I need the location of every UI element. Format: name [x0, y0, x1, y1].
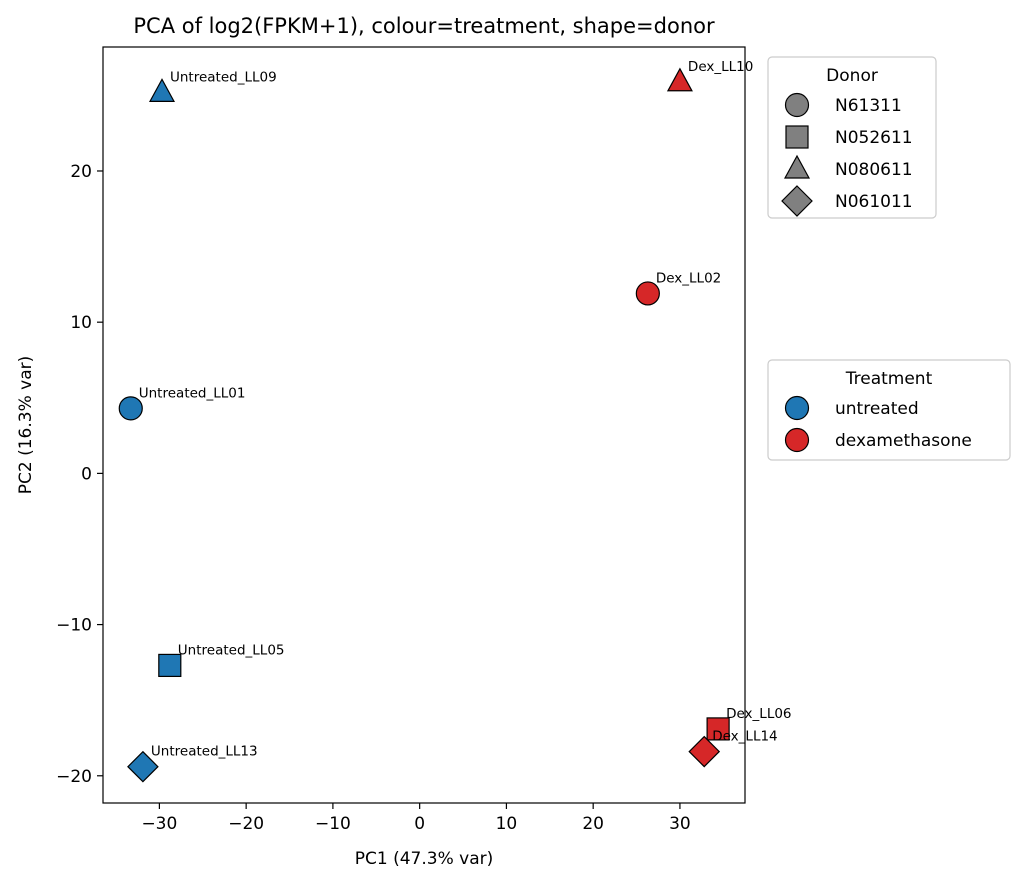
- data-point: [706, 717, 730, 741]
- data-point: [666, 67, 693, 92]
- donor-legend-label: N080611: [835, 160, 913, 180]
- x-axis-label: PC1 (47.3% var): [355, 849, 493, 869]
- x-tick-label: 10: [496, 814, 518, 834]
- plot-frame: [102, 46, 746, 804]
- data-point: [158, 653, 182, 678]
- donor-legend-marker: [781, 185, 813, 217]
- points-layer: [118, 67, 730, 783]
- donor-legend-marker: [783, 154, 811, 179]
- x-axis-ticks: −30 −20 −10 0 10 20 30: [141, 803, 691, 834]
- treatment-legend-label: untreated: [835, 399, 919, 419]
- data-point-label: Untreated_LL01: [139, 385, 246, 401]
- donor-legend-marker: [784, 92, 810, 118]
- y-tick-label: 20: [70, 162, 92, 182]
- data-point: [118, 396, 143, 421]
- x-tick-label: 0: [414, 814, 425, 834]
- donor-legend-label: N052611: [835, 128, 913, 148]
- treatment-legend-box: [767, 359, 1011, 461]
- y-tick-label: 0: [81, 464, 92, 484]
- y-tick-label: −20: [56, 767, 92, 787]
- point-labels-layer: Untreated_LL09 Untreated_LL01 Untreated_LL…: [139, 59, 792, 760]
- donor-legend-label: N061011: [835, 192, 913, 212]
- treatment-legend-entries: untreated dexamethasone: [784, 395, 972, 453]
- treatment-legend-marker: [784, 427, 810, 453]
- donor-legend-label: N61311: [835, 96, 902, 116]
- data-point-label: Untreated_LL09: [170, 69, 277, 85]
- data-point: [127, 750, 159, 783]
- data-point: [688, 735, 721, 768]
- treatment-legend: Treatment untreated dexamethasone: [767, 359, 1011, 461]
- x-tick-label: −30: [141, 814, 177, 834]
- y-tick-label: −10: [56, 616, 92, 636]
- donor-legend: Donor N61311 N052611 N080611 N061011: [767, 56, 937, 219]
- chart-title: PCA of log2(FPKM+1), colour=treatment, s…: [133, 14, 715, 38]
- treatment-legend-marker: [784, 395, 810, 421]
- x-tick-label: −10: [315, 814, 351, 834]
- donor-legend-title: Donor: [826, 66, 878, 86]
- donor-legend-marker: [785, 125, 809, 149]
- x-tick-label: 20: [582, 814, 604, 834]
- y-axis-label: PC2 (16.3% var): [16, 356, 36, 494]
- x-tick-label: −20: [228, 814, 264, 834]
- data-point: [635, 281, 660, 306]
- data-point-label: Dex_LL06: [726, 706, 791, 722]
- y-tick-label: 10: [70, 313, 92, 333]
- treatment-legend-label: dexamethasone: [835, 431, 972, 451]
- data-point-label: Untreated_LL05: [178, 642, 285, 658]
- data-point-label: Dex_LL02: [656, 270, 721, 286]
- y-axis-ticks: −20 −10 0 10 20: [56, 162, 103, 787]
- donor-legend-entries: N61311 N052611 N080611 N061011: [781, 92, 913, 217]
- data-point: [148, 78, 176, 102]
- data-point-label: Dex_LL10: [688, 59, 753, 75]
- x-tick-label: 30: [669, 814, 691, 834]
- donor-legend-box: [767, 56, 937, 219]
- treatment-legend-title: Treatment: [845, 369, 933, 389]
- data-point-label: Untreated_LL13: [151, 744, 258, 760]
